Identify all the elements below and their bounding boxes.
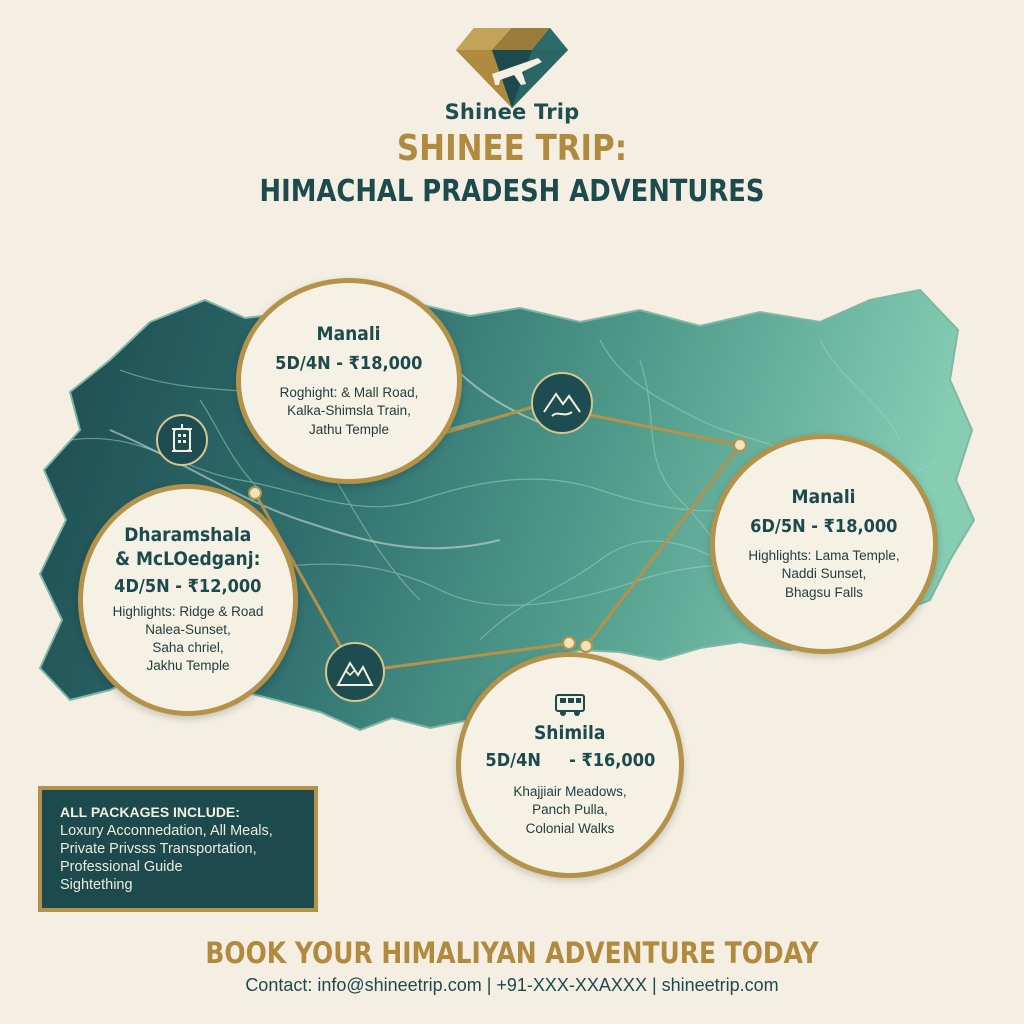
destination-name: Manali [316,323,381,346]
includes-title: ALL PACKAGES INCLUDE: [60,804,240,820]
destination-card-dharamshala[interactable]: Dharamshala & McLOedganj: 4D/5N - ₹12,00… [78,484,298,716]
package-includes-box: ALL PACKAGES INCLUDE: Loxury Acconnedati… [38,786,318,912]
lantern-icon [156,414,208,466]
includes-item: Private Privsss Transportation, [60,841,257,858]
bus-icon [554,692,586,718]
destination-card-shimla[interactable]: Shimila 5D/4N - ₹16,000 Khajjiair Meadow… [456,652,684,878]
contact-info[interactable]: Contact: info@shineetrip.com | +91-XXX-X… [245,975,779,995]
includes-item: Loxury Acconnedation, All Meals, [60,823,273,839]
destination-package: 5D/4N - ₹16,000 [485,750,655,772]
destination-highlights: Highlights: Lama Temple, Naddi Sunset, B… [748,548,900,600]
brand-name: Shinee Trip [444,100,580,124]
includes-item: Sightething [60,877,133,894]
destination-package: 5D/4N - ₹18,000 [275,353,423,375]
page-title: SHINEE TRIP: [396,128,628,169]
mountain-river-icon [531,372,593,434]
diamond-plane-logo [456,28,568,108]
page-subtitle: HIMACHAL PRADESH ADVENTURES [259,174,765,209]
cta-heading[interactable]: BOOK YOUR HIMALIYAN ADVENTURE TODAY [205,936,819,970]
destination-highlights: Highlights: Ridge & Road Nalea-Sunset, S… [112,603,264,674]
destination-card-manali-1[interactable]: Manali 5D/4N - ₹18,000 Roghight: & Mall … [236,278,462,484]
mountains-icon [325,642,385,702]
destination-highlights: Khajjiair Meadows, Panch Pulla, Colonial… [513,784,627,836]
destination-highlights: Roghight: & Mall Road, Kalka-Shimsla Tra… [279,385,419,437]
destination-name: Manali [791,486,856,509]
includes-item: Professional Guide [60,859,183,876]
destination-card-manali-2[interactable]: Manali 6D/5N - ₹18,000 Highlights: Lama … [710,434,938,654]
destination-package: 4D/5N - ₹12,000 [114,575,262,597]
destination-package: 6D/5N - ₹18,000 [750,516,898,538]
destination-name: Shimila [534,722,606,745]
destination-name: Dharamshala & McLOedganj: [115,524,261,571]
